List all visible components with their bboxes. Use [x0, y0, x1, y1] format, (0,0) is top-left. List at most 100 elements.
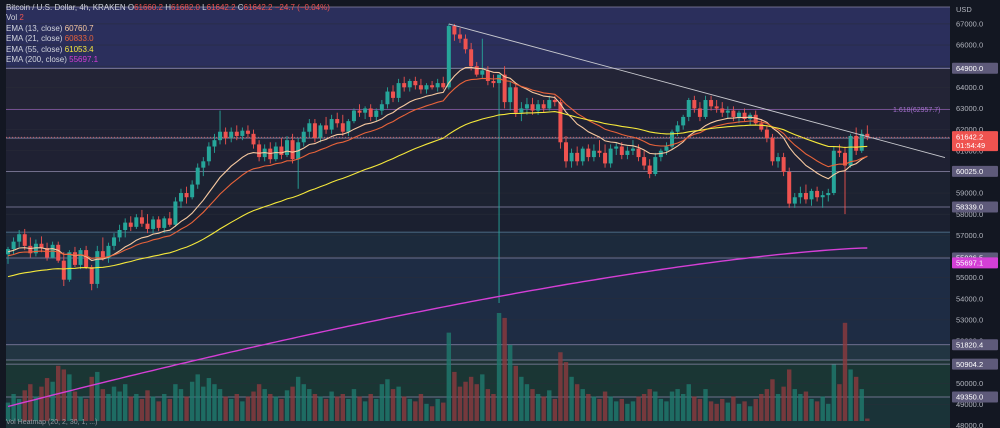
volume-bar [859, 389, 864, 421]
indicator-ema200[interactable]: EMA (200, close) 55697.1 [6, 55, 330, 65]
volume-bar [256, 384, 262, 421]
volume-bar [61, 369, 66, 421]
candle-body [770, 138, 775, 162]
volume-bar [563, 362, 569, 421]
volume-bar [95, 371, 100, 421]
volume-bar [692, 396, 697, 421]
volume-bar [602, 391, 608, 421]
candle-body [290, 140, 295, 160]
volume-bar [284, 390, 290, 421]
candle-body [491, 80, 496, 84]
indicator-label: EMA (13, close) [6, 23, 63, 33]
candle-body [630, 148, 635, 151]
indicator-ema13[interactable]: EMA (13, close) 60760.7 [6, 24, 330, 34]
volume-bar [245, 396, 251, 421]
price-tags: 64900.060025.058339.055926.551820.450904… [6, 62, 998, 403]
volume-bar [641, 394, 647, 421]
volume-bar [519, 376, 524, 421]
candle-body [485, 70, 490, 81]
candle-body [117, 230, 122, 238]
volume-bar [374, 398, 379, 421]
volume-bar [39, 386, 44, 421]
volume-bar [452, 371, 457, 421]
level-price-tag-bg [952, 358, 998, 370]
candle-body [312, 123, 317, 139]
candle-body [692, 100, 697, 109]
volume-bar [625, 403, 630, 421]
open-label: O [127, 3, 135, 12]
descending-trendline[interactable] [448, 23, 946, 158]
volume-bar [122, 384, 128, 421]
volume-bar [201, 386, 206, 421]
volume-bar [279, 398, 284, 421]
volume-bar [513, 365, 518, 421]
volume-bar [318, 396, 323, 421]
candle-body [603, 152, 608, 164]
volume-bar [480, 374, 485, 421]
candle-body [351, 110, 356, 122]
level-price-tag: 64900.0 [956, 64, 983, 73]
candle-body [831, 150, 836, 194]
volume-bar [390, 389, 396, 421]
bar-countdown: 01:54:49 [956, 141, 985, 150]
candle-body [815, 190, 820, 198]
volume-bar [831, 364, 837, 421]
close-label: C [237, 3, 244, 12]
volume-bar [535, 394, 541, 421]
volume-bar [33, 396, 39, 421]
volume-bar [212, 384, 217, 421]
candle-body [642, 157, 647, 166]
candle-body [586, 148, 591, 158]
candle-body [145, 223, 150, 229]
close-value: 61642.2 [243, 3, 273, 12]
volume-bar [100, 389, 106, 421]
trendline-group[interactable] [448, 23, 946, 158]
candle-body [865, 133, 870, 138]
volume-bar [329, 391, 334, 421]
candle-body [340, 123, 345, 132]
volume-bar [368, 394, 373, 421]
candle-body [156, 219, 161, 228]
volume-bar [424, 403, 429, 421]
volume-bar [407, 398, 412, 421]
candle-body [223, 131, 228, 139]
volume-bar [22, 390, 27, 421]
candle-body [279, 146, 284, 155]
volume-bar [747, 406, 753, 421]
volume-bar [686, 384, 691, 421]
candle-body [396, 83, 401, 98]
symbol-title[interactable]: Bitcoin / U.S. Dollar, 4h, KRAKEN [6, 3, 126, 12]
candle-body [89, 267, 94, 284]
candle-body [413, 80, 418, 86]
candle-body [502, 74, 507, 103]
level-price-tag: 60025.0 [956, 167, 983, 176]
candle-body [742, 112, 747, 120]
candle-body [664, 146, 669, 151]
candle-body [781, 157, 786, 172]
indicator-ema21[interactable]: EMA (21, close) 60833.0 [6, 34, 330, 44]
indicator-vol[interactable]: Vol 2 [6, 13, 330, 23]
candle-body [418, 85, 423, 90]
level-price-tag: 51820.4 [956, 340, 983, 349]
volume-bar [251, 391, 256, 421]
volume-bar [697, 398, 703, 421]
candle-body [547, 100, 552, 109]
volume-bar [770, 379, 775, 421]
candle-body [151, 219, 156, 229]
candle-body [72, 252, 77, 265]
indicator-ema55[interactable]: EMA (55, close) 61053.4 [6, 45, 330, 55]
volume-bar [865, 418, 870, 421]
volume-bar [307, 389, 312, 421]
candle-body [843, 152, 847, 166]
axis-tick-label: 63000.0 [956, 104, 983, 113]
candle-body [212, 140, 217, 147]
volume-bar [496, 313, 502, 421]
volume-bar [273, 396, 279, 421]
volume-bar [89, 376, 94, 421]
indicator-label: EMA (200, close) [6, 55, 67, 65]
candle-body [335, 119, 340, 124]
axis-tick-label: 66000.0 [956, 41, 983, 50]
candle-body [391, 91, 396, 98]
indicator-value: 60760.7 [64, 23, 94, 33]
